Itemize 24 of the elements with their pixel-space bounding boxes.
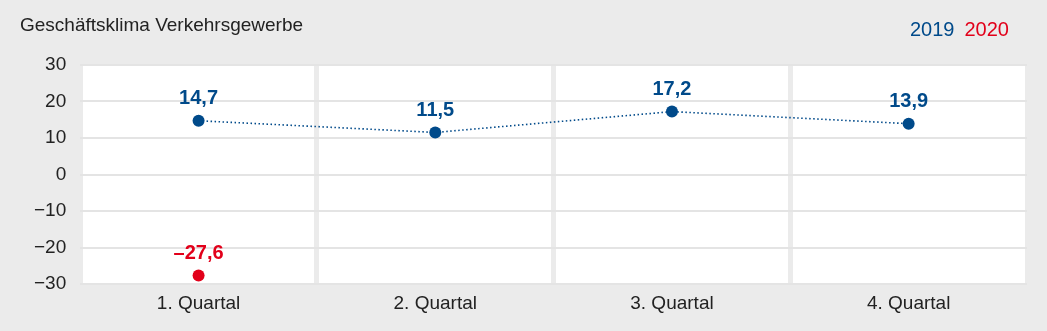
y-tick-label: −30 [34, 272, 67, 294]
point [902, 117, 915, 130]
x-tick-label: 3. Quartal [630, 291, 714, 313]
chart-title: Geschäftsklima Verkehrsgewerbe [20, 13, 304, 35]
data-label: 13,9 [889, 89, 929, 112]
text: 2019 [910, 18, 955, 41]
point [192, 269, 205, 282]
data-label: 17,2 [652, 77, 692, 100]
y-tick-label: −10 [34, 199, 67, 221]
y-tick-label: 30 [45, 53, 67, 75]
text: 2020 [964, 18, 1009, 41]
y-tick-label: 0 [55, 162, 67, 184]
point [192, 114, 205, 127]
y-tick-label: −20 [34, 235, 67, 257]
x-tick-label: 1. Quartal [156, 291, 241, 313]
y-tick-label: 10 [45, 126, 67, 148]
x-tick-label: 2. Quartal [393, 291, 477, 313]
data-label: –27,6 [173, 240, 224, 263]
y-tick-label: 20 [45, 89, 67, 111]
data-label: 14,7 [179, 86, 219, 109]
data-label: 11,5 [416, 97, 455, 120]
point [429, 126, 442, 139]
x-tick-label: 4. Quartal [866, 291, 951, 313]
point [665, 105, 678, 118]
